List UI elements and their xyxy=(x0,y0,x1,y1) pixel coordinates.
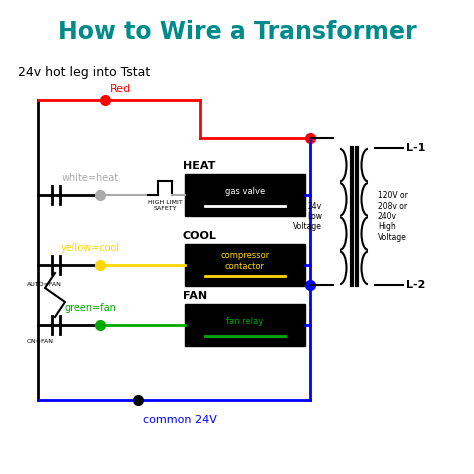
Text: HIGH LIMIT
SAFETY: HIGH LIMIT SAFETY xyxy=(147,200,182,211)
Text: white=heat: white=heat xyxy=(62,173,118,183)
Text: COOL: COOL xyxy=(183,231,217,241)
Text: L-1: L-1 xyxy=(406,143,425,153)
Text: Red: Red xyxy=(110,84,131,94)
FancyBboxPatch shape xyxy=(185,174,305,216)
FancyBboxPatch shape xyxy=(185,244,305,286)
Text: FAN: FAN xyxy=(183,291,207,301)
Text: ON=FAN: ON=FAN xyxy=(27,339,54,344)
Text: HEAT: HEAT xyxy=(183,161,215,171)
Text: 24v
Low
Voltage: 24v Low Voltage xyxy=(293,201,322,231)
Text: common 24V: common 24V xyxy=(143,415,217,425)
Text: fan relay: fan relay xyxy=(227,317,264,326)
Text: green=fan: green=fan xyxy=(64,303,116,313)
Text: 120V or
208v or
240v
High
Voltage: 120V or 208v or 240v High Voltage xyxy=(378,191,408,242)
FancyBboxPatch shape xyxy=(185,304,305,346)
Text: 24v hot leg into Tstat: 24v hot leg into Tstat xyxy=(18,65,150,79)
Text: gas valve: gas valve xyxy=(225,186,265,195)
Text: How to Wire a Transformer: How to Wire a Transformer xyxy=(58,20,416,44)
Text: yellow=cool: yellow=cool xyxy=(61,243,119,253)
Text: L-2: L-2 xyxy=(406,280,425,290)
Text: compressor
contactor: compressor contactor xyxy=(220,251,270,271)
Text: AUTO=FAN: AUTO=FAN xyxy=(27,283,62,288)
